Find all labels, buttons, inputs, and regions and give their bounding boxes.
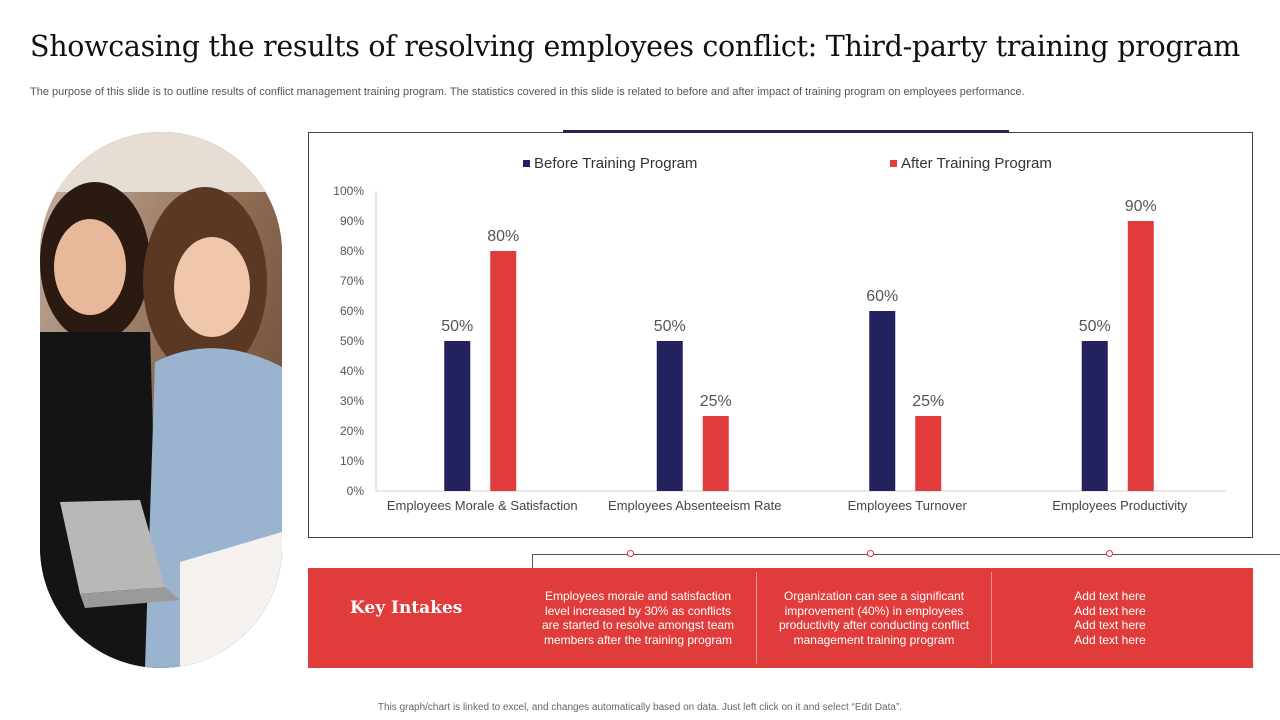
bar-before-1 — [656, 341, 683, 491]
legend-label-0: Before Training Program — [534, 155, 697, 172]
y-tick-label: 10% — [340, 454, 364, 468]
y-tick-label: 50% — [340, 334, 364, 348]
x-tick-label: Employees Turnover — [848, 498, 968, 513]
intake-text-1: Employees morale and satisfaction level … — [541, 589, 735, 647]
bar-after-2 — [915, 416, 942, 491]
data-label: 60% — [866, 288, 898, 305]
connector-line — [533, 554, 1280, 555]
legend-swatch-1 — [890, 160, 897, 167]
y-tick-label: 80% — [340, 244, 364, 258]
chart-accent-bar — [563, 130, 1009, 133]
bar-before-0 — [444, 341, 471, 491]
key-intakes-title: Key Intakes — [350, 598, 463, 618]
intake-divider-1 — [756, 572, 757, 664]
data-label: 90% — [1125, 198, 1157, 215]
employees-photo — [40, 132, 282, 668]
connector-dot-3 — [1106, 550, 1113, 557]
bar-chart: 0% 10% 20% 30% 40% 50% 60% 70% 80% 90% 100% 50% 80% E… — [333, 155, 1226, 513]
intake-divider-2 — [991, 572, 992, 664]
connector-dot-2 — [867, 550, 874, 557]
y-tick-label: 40% — [340, 364, 364, 378]
bar-after-3 — [1127, 221, 1154, 491]
data-label: 50% — [654, 318, 686, 335]
bar-before-2 — [869, 311, 896, 491]
y-tick-label: 30% — [340, 394, 364, 408]
data-label: 50% — [1079, 318, 1111, 335]
legend-swatch-0 — [523, 160, 530, 167]
intake-text-3: Add text here Add text here Add text her… — [1074, 589, 1146, 647]
data-label: 25% — [700, 393, 732, 410]
page-title: Showcasing the results of resolving empl… — [30, 30, 1241, 63]
footer-note: This graph/chart is linked to excel, and… — [377, 702, 903, 713]
x-tick-label: Employees Absenteeism Rate — [608, 498, 781, 513]
key-intakes-panel: Key Intakes Employees morale and satisfa… — [308, 568, 1253, 668]
y-tick-label: 70% — [340, 274, 364, 288]
y-tick-label: 100% — [333, 184, 364, 198]
legend-label-1: After Training Program — [901, 155, 1052, 172]
data-label: 80% — [487, 228, 519, 245]
x-tick-label: Employees Morale & Satisfaction — [387, 498, 578, 513]
y-tick-label: 90% — [340, 214, 364, 228]
page-subtitle: The purpose of this slide is to outline … — [30, 86, 1025, 98]
chart-frame: 0% 10% 20% 30% 40% 50% 60% 70% 80% 90% 100% 50% 80% E… — [308, 132, 1253, 538]
data-label: 50% — [441, 318, 473, 335]
connector-dot-1 — [627, 550, 634, 557]
data-label: 25% — [912, 393, 944, 410]
x-tick-label: Employees Productivity — [1052, 498, 1188, 513]
y-tick-label: 20% — [340, 424, 364, 438]
y-tick-label: 60% — [340, 304, 364, 318]
bar-after-1 — [702, 416, 729, 491]
y-tick-label: 0% — [347, 484, 365, 498]
bar-after-0 — [490, 251, 517, 491]
bar-before-3 — [1081, 341, 1108, 491]
intake-text-2: Organization can see a significant impro… — [778, 589, 970, 647]
